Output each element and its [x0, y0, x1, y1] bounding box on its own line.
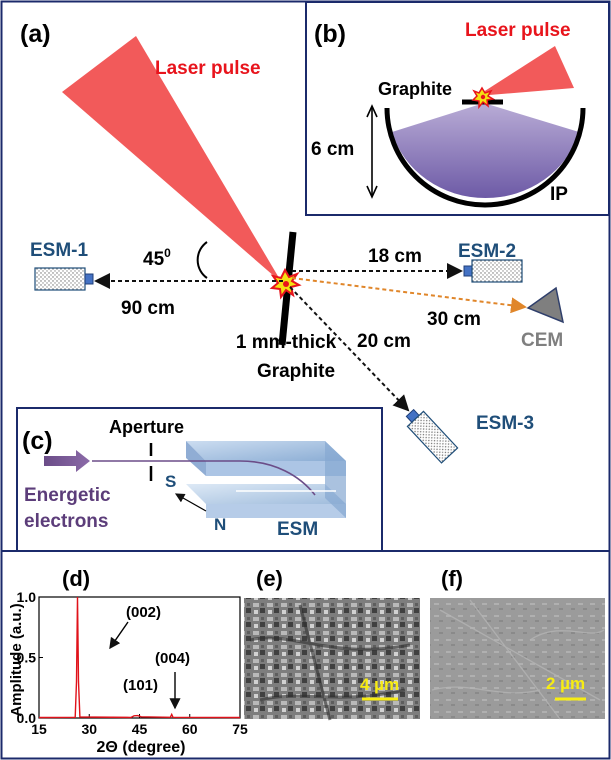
panel-e: (e) 4 µm — [244, 566, 420, 721]
cem-detector — [526, 286, 565, 324]
x-tick-label: 45 — [132, 721, 148, 737]
panel-e-label: (e) — [256, 566, 283, 591]
b-graphite-label: Graphite — [378, 79, 452, 99]
y-axis-label: Amplitude (a.u.) — [8, 603, 25, 716]
x-tick-label: 15 — [31, 721, 47, 737]
panel-c-label: (c) — [22, 427, 53, 455]
y-tick-label: 1.0 — [17, 589, 37, 605]
panel-d-label: (d) — [62, 566, 90, 591]
panel-b-label: (b) — [314, 20, 346, 48]
sem-image-f — [430, 598, 605, 719]
b-arrowhead-bottom — [366, 185, 378, 199]
panel-c: (c) Aperture Energetic electrons S N ESM — [16, 407, 383, 552]
peak-label: (101) — [123, 677, 158, 694]
electron-trajectory — [92, 460, 316, 496]
electron-beam-arrow-icon — [44, 450, 90, 472]
esm-magnet-bottom-face — [206, 504, 346, 518]
x-tick-label: 60 — [182, 721, 198, 737]
angle-label: 450 — [143, 246, 171, 270]
peak-label: (004) — [155, 650, 190, 667]
electrons-label-line2: electrons — [24, 511, 108, 532]
esm3-detector — [406, 410, 459, 464]
pole-n-label: N — [214, 515, 226, 534]
panel-a-label: (a) — [20, 20, 51, 48]
imaging-plate — [384, 107, 586, 208]
esm1-distance: 90 cm — [121, 298, 175, 319]
cem-label: CEM — [521, 330, 563, 351]
b-laser-spot-icon — [471, 86, 496, 110]
esm2-window — [463, 265, 473, 277]
scale-label-e: 4 µm — [360, 675, 399, 694]
b-electron-fan — [392, 103, 579, 199]
sem-image-e — [244, 598, 420, 719]
axis-ticks: 15 30 45 60 75 0.0 0.5 1.0 — [17, 589, 248, 737]
y-tick-label: 0.0 — [17, 710, 37, 726]
esm-magnet-end — [325, 441, 346, 518]
esm1-window — [84, 273, 94, 285]
x-tick-label: 30 — [81, 721, 97, 737]
esm-magnet-side — [186, 441, 206, 476]
scale-label-f: 2 µm — [546, 674, 585, 693]
path-to-esm3 — [289, 286, 410, 412]
laser-spot-icon — [269, 267, 302, 300]
panel-c-frame — [16, 407, 383, 552]
cem-distance: 30 cm — [427, 309, 481, 330]
ip-label: IP — [550, 184, 568, 205]
panel-b: (b) Laser pulse Graphite 6 cm IP — [305, 1, 610, 216]
esm3-group — [405, 408, 459, 464]
aperture-label: Aperture — [109, 417, 184, 437]
panel-f-label: (f) — [441, 566, 463, 591]
esm3-distance: 20 cm — [357, 331, 411, 352]
laser-pulse-label: Laser pulse — [155, 58, 261, 79]
esm1-detector — [34, 267, 86, 291]
b-laser-beam — [477, 46, 574, 96]
esm1-label: ESM-1 — [30, 240, 89, 261]
x-axis-label: 2Θ (degree) — [97, 739, 186, 756]
sem-e-texture — [249, 604, 411, 721]
pole-pointer — [174, 493, 207, 512]
esm3-label: ESM-3 — [476, 413, 534, 434]
peak-arrow — [109, 621, 129, 650]
laser-beam — [62, 36, 282, 283]
panel-d: (d) Amplitude (a.u.) 2Θ (degree) 15 30 45 6… — [8, 566, 248, 756]
esm2-distance: 18 cm — [368, 246, 422, 267]
target-material-label: Graphite — [257, 361, 335, 382]
target-thickness-label: 1 mm-thick — [236, 332, 337, 353]
electrons-label-line1: Energetic — [24, 485, 111, 506]
xrd-series-line — [38, 596, 241, 719]
b-distance-label: 6 cm — [311, 139, 354, 160]
y-tick-label: 0.5 — [17, 650, 37, 666]
panel-f: (f) 2 µm — [430, 566, 605, 720]
esm-label: ESM — [277, 519, 318, 540]
esm-magnet-top — [186, 441, 346, 461]
x-tick-label: 75 — [232, 721, 248, 737]
peak-annotations: (002) (101) (004) — [109, 604, 190, 710]
panel-a: (a) Laser pulse ESM-1 90 cm 450 ESM-2 18… — [20, 20, 565, 464]
esm2-detector — [471, 259, 523, 283]
esm2-label: ESM-2 — [458, 241, 516, 262]
angle-arc — [196, 241, 208, 279]
sem-f-texture — [431, 599, 605, 720]
peak-label: (002) — [126, 604, 161, 621]
esm-magnet-face — [206, 461, 346, 476]
esm-magnet-bottom — [186, 484, 346, 504]
b-laser-pulse-label: Laser pulse — [465, 20, 571, 41]
pole-s-label: S — [165, 472, 176, 491]
b-arrowhead-top — [366, 104, 378, 118]
